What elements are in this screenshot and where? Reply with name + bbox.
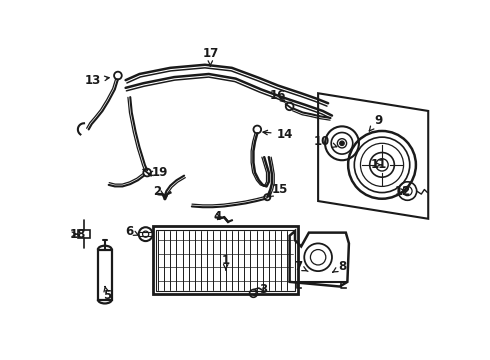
Text: 1: 1: [221, 254, 230, 270]
Text: 8: 8: [333, 260, 346, 273]
Bar: [156, 230, 295, 291]
Text: 15: 15: [269, 183, 288, 197]
Text: 10: 10: [314, 135, 337, 148]
Text: 6: 6: [125, 225, 139, 238]
Text: 7: 7: [294, 260, 308, 273]
Text: 14: 14: [263, 127, 293, 140]
Text: 3: 3: [254, 283, 267, 296]
Text: 11: 11: [370, 158, 387, 171]
Bar: [78, 230, 90, 238]
Text: 4: 4: [214, 210, 222, 223]
Text: 18: 18: [69, 228, 86, 240]
Text: 17: 17: [202, 48, 219, 66]
Text: 2: 2: [153, 185, 164, 198]
Text: 9: 9: [369, 114, 383, 131]
Text: 12: 12: [395, 185, 412, 198]
Circle shape: [340, 141, 344, 145]
Bar: [98, 249, 112, 300]
Text: 16: 16: [270, 89, 286, 102]
Text: 13: 13: [85, 74, 109, 87]
Text: 5: 5: [103, 287, 111, 302]
Bar: [153, 226, 298, 294]
Text: 19: 19: [148, 166, 168, 179]
